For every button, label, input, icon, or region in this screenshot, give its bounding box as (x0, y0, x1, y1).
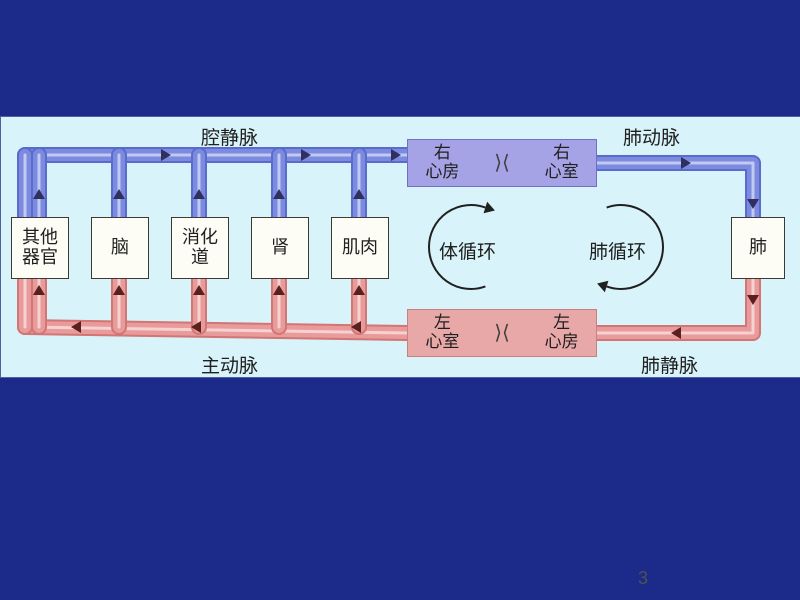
left-heart-box-right-label: 左 心房 (545, 314, 579, 351)
left-heart-box-left-label: 左 心室 (425, 314, 459, 351)
right-heart-box: 右 心房 ⟩⟨ 右 心室 (407, 139, 597, 187)
organ-box-kidney: 肾 (251, 217, 309, 279)
label-pulmonary-vein: 肺静脉 (641, 351, 698, 378)
organ-box-lung: 肺 (731, 217, 785, 279)
pulmonary-loop-arc-head (595, 278, 608, 292)
right-heart-box-right-label: 右 心室 (545, 144, 579, 181)
pulmonary-vein-pipe (597, 279, 753, 333)
label-aorta: 主动脉 (201, 351, 258, 378)
slide-page: 其他 器官脑消化 道肾肌肉 肺 右 心房 ⟩⟨ 右 心室左 心室 ⟩⟨ 左 心房 腔静脉 肺动脉… (0, 0, 800, 600)
label-systemic-circulation: 体循环 (439, 237, 496, 264)
systemic-loop-arc-head (484, 202, 497, 216)
label-pulmonary-artery: 肺动脉 (623, 123, 680, 150)
organ-box-muscle: 肌肉 (331, 217, 389, 279)
left-heart-box: 左 心室 ⟩⟨ 左 心房 (407, 309, 597, 357)
left-heart-box-valve-icon: ⟩⟨ (494, 322, 510, 344)
organ-box-other: 其他 器官 (11, 217, 69, 279)
circulation-diagram: 其他 器官脑消化 道肾肌肉 肺 右 心房 ⟩⟨ 右 心室左 心室 ⟩⟨ 左 心房 腔静脉 肺动脉… (0, 116, 800, 378)
aorta-pipe (25, 327, 407, 333)
right-heart-box-left-label: 右 心房 (425, 144, 459, 181)
right-heart-box-valve-icon: ⟩⟨ (494, 152, 510, 174)
organ-box-gi: 消化 道 (171, 217, 229, 279)
label-pulmonary-circulation: 肺循环 (589, 237, 646, 264)
pulmonary-artery-pipe (597, 163, 753, 217)
page-number: 3 (638, 568, 648, 589)
organ-box-brain: 脑 (91, 217, 149, 279)
label-vena-cava: 腔静脉 (201, 123, 258, 150)
